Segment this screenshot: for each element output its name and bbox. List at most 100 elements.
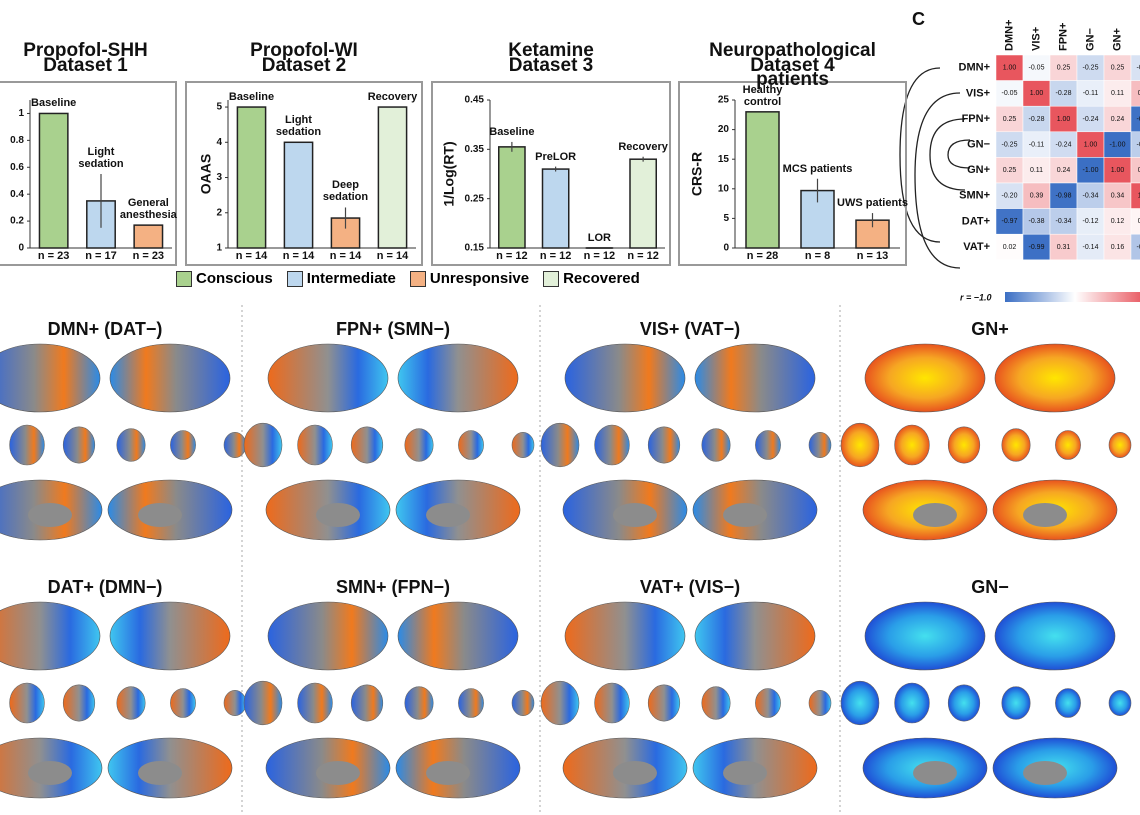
dendrogram-branch bbox=[914, 92, 961, 269]
brain-map-title: GN+ bbox=[971, 319, 1009, 339]
heatmap-cell bbox=[1022, 54, 1051, 81]
cell-label: -0.34 bbox=[1083, 193, 1099, 200]
heatmap-cell bbox=[1076, 233, 1105, 261]
brain-axial-slice bbox=[701, 686, 731, 720]
brain-lateral bbox=[994, 343, 1116, 413]
colorbar bbox=[1005, 292, 1140, 302]
brain-lateral bbox=[694, 601, 816, 671]
bar-label: Recovery bbox=[367, 91, 418, 104]
brain-map-title: VIS+ (VAT−) bbox=[640, 319, 740, 339]
legend: Conscious Intermediate Unresponsive Recover… bbox=[176, 270, 640, 287]
brain-lateral bbox=[397, 601, 519, 671]
heatmap-cell bbox=[1130, 208, 1140, 235]
cell-label: -0.25 bbox=[1083, 65, 1099, 72]
brain-medial-core bbox=[316, 503, 360, 527]
brain-axial-slice bbox=[511, 432, 535, 458]
brain-medial-core bbox=[913, 503, 957, 527]
brain-medial-core bbox=[723, 761, 767, 785]
heatmap-cell bbox=[1076, 80, 1105, 107]
dendrogram-branch bbox=[929, 118, 966, 191]
cell-label: -1.00 bbox=[1083, 167, 1099, 174]
n-label: n = 14 bbox=[235, 250, 268, 262]
legend-item: Conscious bbox=[176, 270, 273, 287]
bar-label: UWS patients bbox=[837, 197, 908, 210]
heatmap-cell bbox=[1103, 208, 1132, 235]
cell-label: -0.99 bbox=[1029, 244, 1045, 251]
bar bbox=[377, 106, 408, 249]
brain-medial-core bbox=[28, 761, 72, 785]
column-label: VIS+ bbox=[1030, 27, 1042, 51]
y-tick-label: 1 bbox=[216, 243, 222, 254]
bar-label: Healthy control bbox=[742, 83, 783, 108]
n-label: n = 23 bbox=[132, 250, 165, 262]
chart-frame bbox=[185, 81, 423, 266]
cell-label: -0.12 bbox=[1083, 218, 1099, 225]
brain-axial-slice bbox=[647, 426, 681, 464]
cell-label: -0.11 bbox=[1029, 141, 1045, 148]
n-label: n = 14 bbox=[282, 250, 315, 262]
bar bbox=[283, 141, 314, 249]
bar bbox=[629, 158, 657, 249]
cell-label: 0.16 bbox=[1111, 244, 1125, 251]
brain-lateral bbox=[267, 601, 389, 671]
legend-label: Intermediate bbox=[306, 270, 396, 287]
heatmap-cell bbox=[995, 233, 1024, 261]
n-label: n = 12 bbox=[583, 250, 616, 262]
brain-medial-core bbox=[138, 761, 182, 785]
brain-map-title: SMN+ (FPN−) bbox=[336, 577, 450, 597]
brain-medial-core bbox=[28, 503, 72, 527]
bar bbox=[745, 111, 780, 249]
brain-axial-slice bbox=[1001, 428, 1031, 462]
brain-medial-core bbox=[613, 503, 657, 527]
y-tick-label: 5 bbox=[216, 102, 222, 113]
y-tick-label: 0.6 bbox=[10, 162, 24, 173]
y-tick-label: 20 bbox=[718, 124, 730, 135]
dendrogram-branch bbox=[947, 139, 971, 169]
bar-label: LOR bbox=[587, 232, 611, 244]
heatmap-cell bbox=[1130, 131, 1140, 158]
cell-label: -0.20 bbox=[1137, 65, 1140, 72]
y-tick-label: 25 bbox=[718, 95, 730, 106]
cell-label: -0.34 bbox=[1056, 218, 1072, 225]
brain-medial-core bbox=[913, 761, 957, 785]
brain-axial-slice bbox=[62, 426, 96, 464]
brain-lateral bbox=[564, 343, 686, 413]
legend-item: Recovered bbox=[543, 270, 640, 287]
brain-axial-slice bbox=[350, 426, 384, 464]
n-label: n = 23 bbox=[37, 250, 70, 262]
chart-subtitle: Neuropathological patients bbox=[709, 40, 876, 90]
brain-axial-slice bbox=[947, 426, 981, 464]
brain-medial-core bbox=[316, 761, 360, 785]
brain-axial-slice bbox=[594, 424, 630, 466]
cell-label: 0.34 bbox=[1111, 193, 1125, 200]
y-tick-label: 1 bbox=[18, 108, 24, 119]
legend-label: Unresponsive bbox=[429, 270, 530, 287]
cell-label: 0.25 bbox=[1003, 167, 1017, 174]
heatmap-cell bbox=[1103, 105, 1132, 133]
heatmap-cell bbox=[1103, 233, 1132, 261]
legend-item: Unresponsive bbox=[409, 270, 530, 287]
cell-label: 0.34 bbox=[1138, 167, 1140, 174]
brain-axial-slice bbox=[1108, 432, 1132, 458]
legend-swatch bbox=[543, 270, 560, 287]
cell-label: 0.11 bbox=[1030, 167, 1043, 174]
y-tick-label: 15 bbox=[718, 154, 730, 165]
n-label: n = 14 bbox=[329, 250, 362, 262]
cell-label: 0.12 bbox=[1111, 218, 1125, 225]
brain-axial-slice bbox=[840, 422, 880, 468]
heatmap-cell bbox=[1049, 233, 1078, 261]
cell-label: 0.31 bbox=[1057, 244, 1071, 251]
y-tick-label: 0.15 bbox=[465, 243, 485, 254]
brain-axial-slice bbox=[947, 684, 981, 722]
brain-medial-core bbox=[138, 503, 182, 527]
n-label: n = 12 bbox=[627, 250, 659, 262]
chart-title: Dataset 4 bbox=[750, 55, 835, 76]
bar bbox=[498, 146, 526, 249]
heatmap-cell bbox=[995, 182, 1024, 209]
chart-frame bbox=[0, 81, 177, 266]
heatmap-cell bbox=[1049, 157, 1078, 184]
cell-label: -0.28 bbox=[1029, 116, 1045, 123]
brain-axial-slice bbox=[223, 432, 247, 458]
y-tick-label: 0.25 bbox=[465, 193, 485, 204]
chart-subtitle: Propofol-SHH bbox=[23, 40, 148, 61]
